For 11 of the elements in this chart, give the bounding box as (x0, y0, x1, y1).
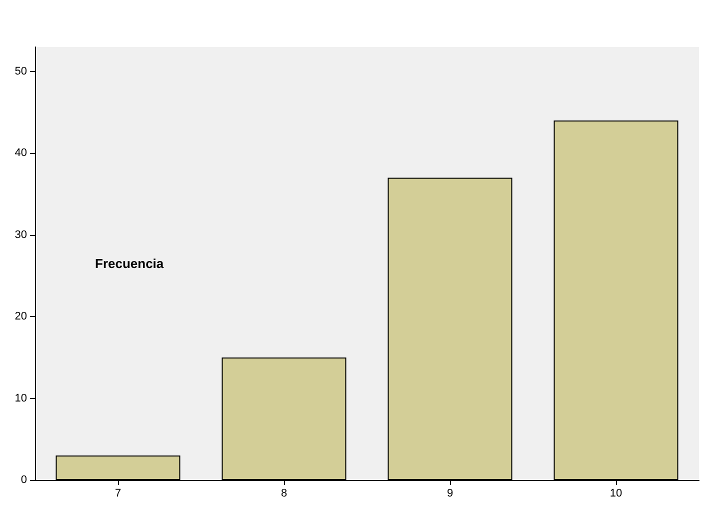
y-tick-label: 0 (20, 474, 27, 486)
x-tick-label: 9 (446, 488, 454, 500)
y-tick-label: 20 (14, 310, 27, 323)
y-tick-label: 40 (14, 147, 27, 160)
y-tick-label: 50 (14, 66, 27, 78)
y-tick-label: 30 (14, 228, 27, 241)
y-axis-title: Frecuencia (95, 256, 164, 271)
x-tick-label: 7 (114, 488, 122, 500)
x-tick-label: 10 (610, 488, 622, 500)
y-tick-label: 10 (14, 392, 27, 404)
x-tick-label: 8 (280, 488, 288, 500)
